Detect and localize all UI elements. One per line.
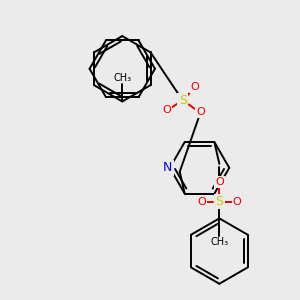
Text: O: O bbox=[196, 107, 205, 117]
Text: S: S bbox=[179, 94, 187, 107]
Text: S: S bbox=[215, 195, 223, 208]
Text: O: O bbox=[190, 82, 199, 92]
Text: O: O bbox=[215, 177, 224, 187]
Text: N: N bbox=[163, 161, 172, 174]
Text: O: O bbox=[163, 105, 171, 116]
Text: CH₃: CH₃ bbox=[210, 237, 228, 247]
Text: O: O bbox=[233, 196, 242, 206]
Text: O: O bbox=[197, 196, 206, 206]
Text: CH₃: CH₃ bbox=[113, 73, 131, 83]
